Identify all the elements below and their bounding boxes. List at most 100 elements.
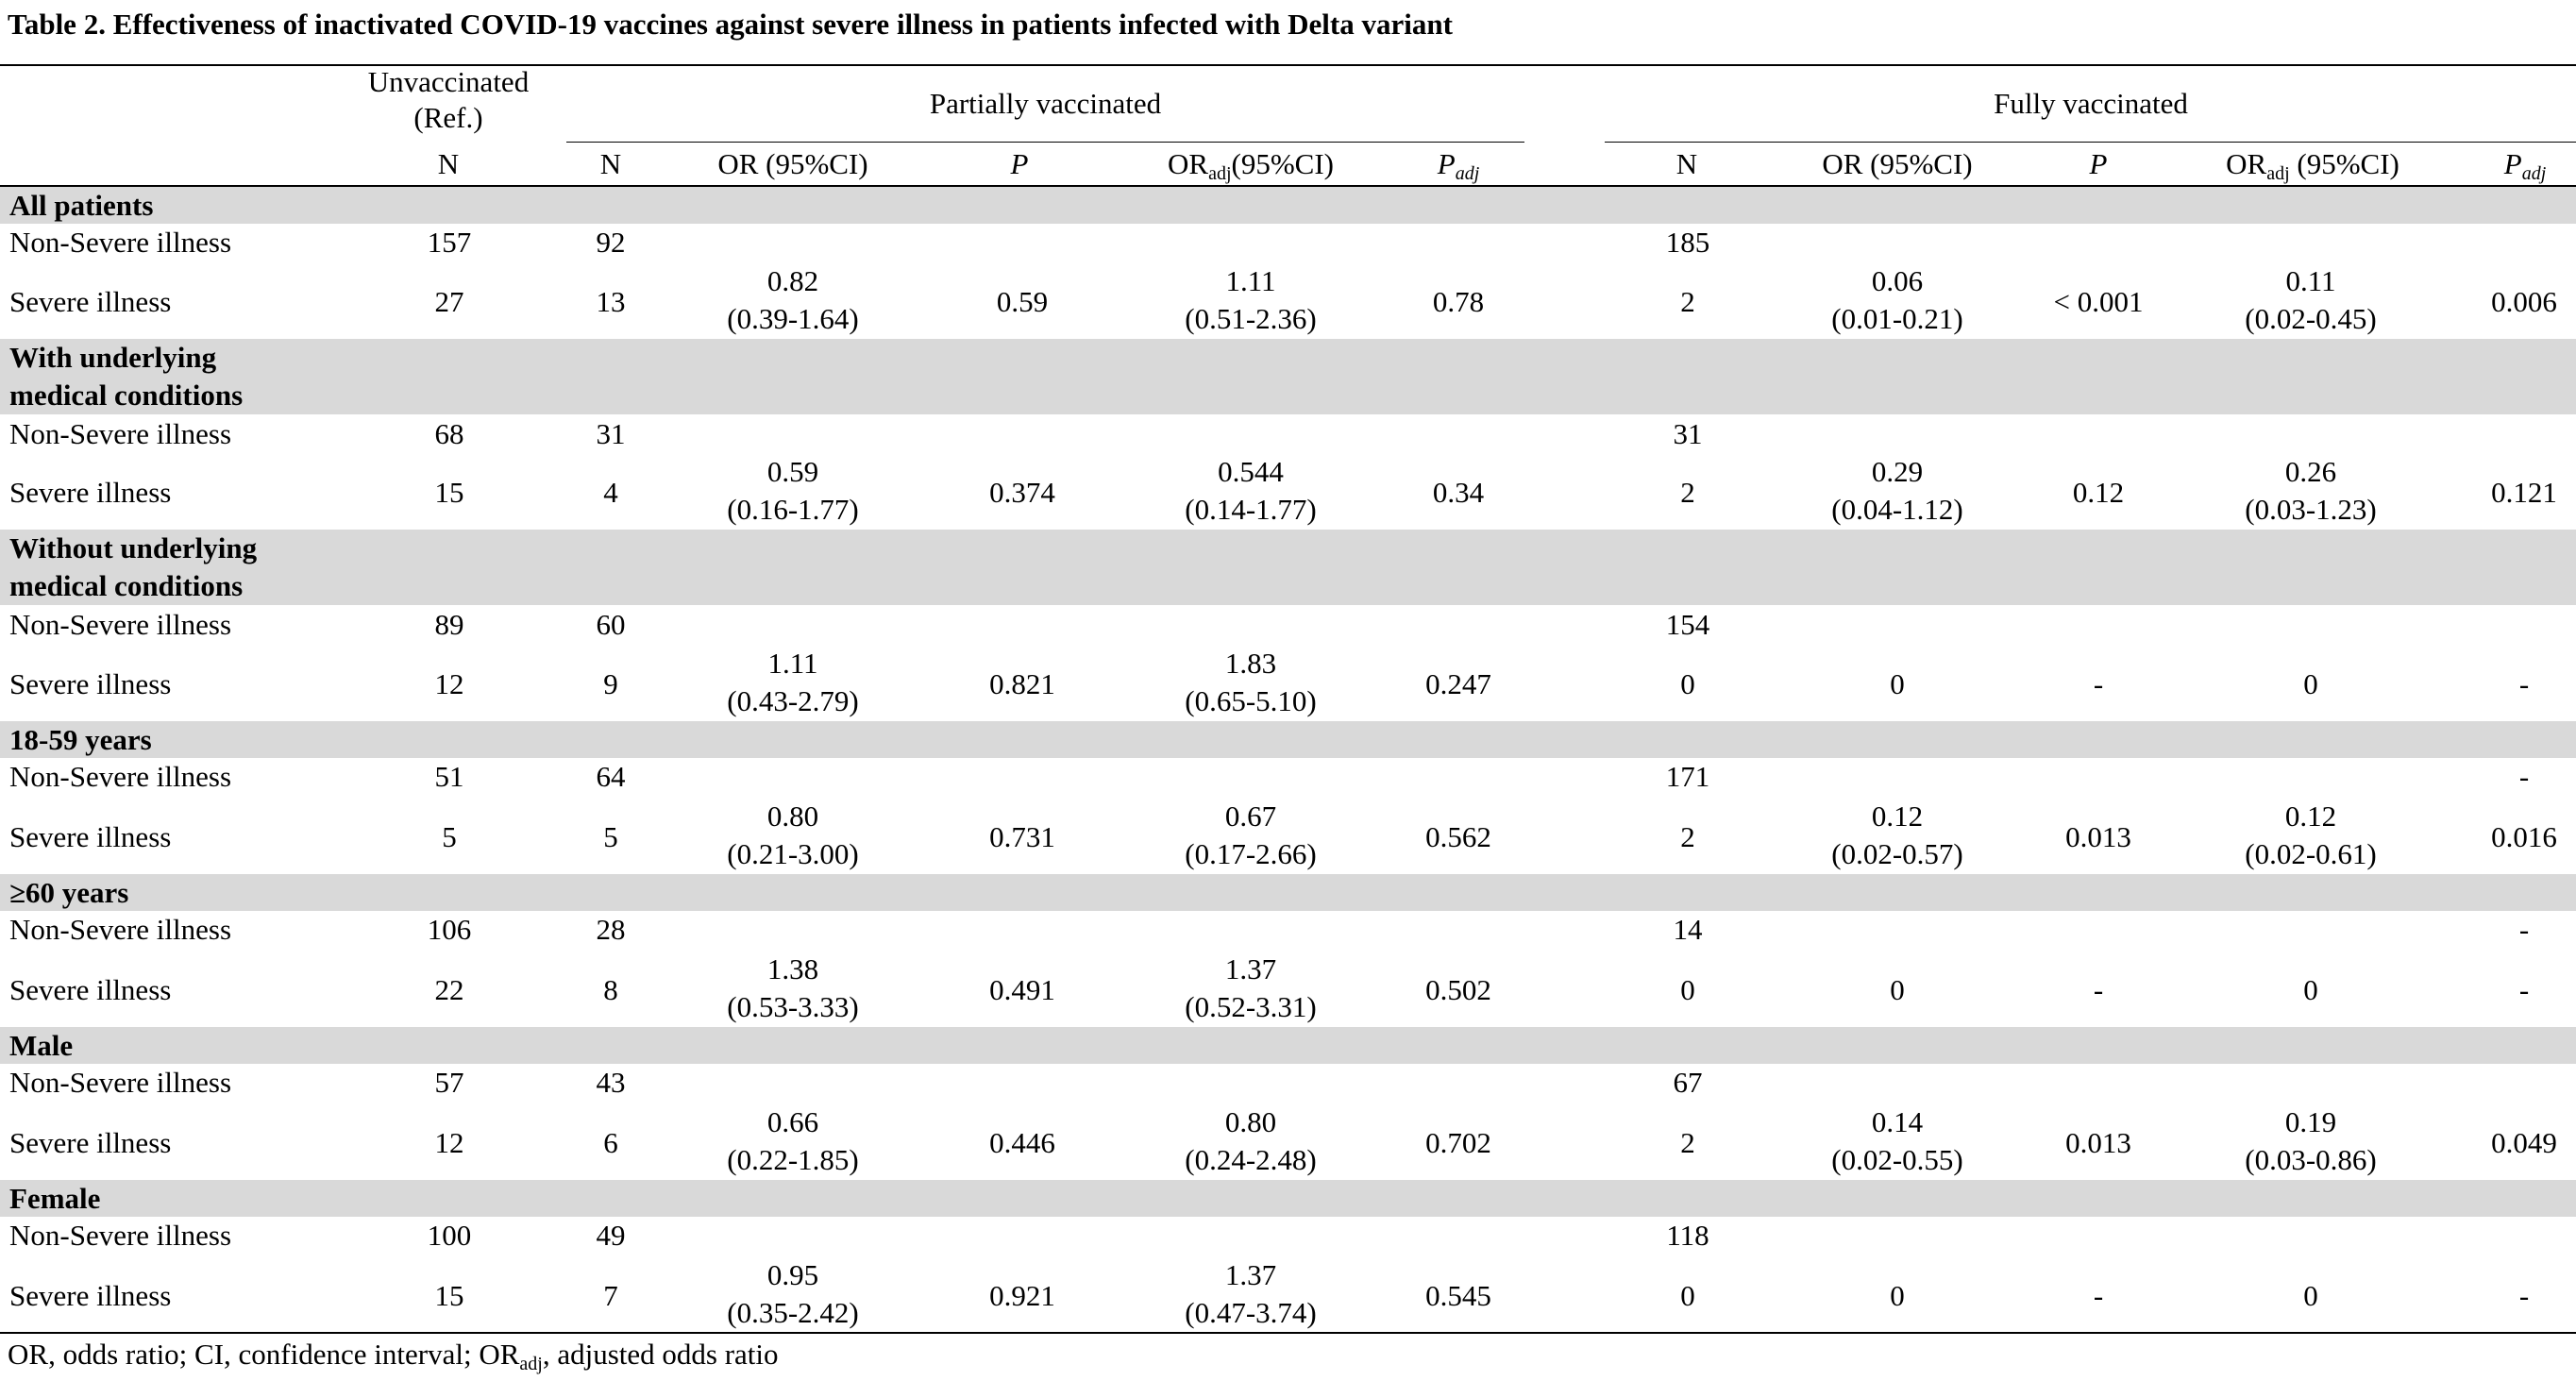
partial-or-cell: 0.66 (0.22-1.85) xyxy=(727,1105,859,1176)
header-full-or: OR (95%CI) xyxy=(1822,147,1973,180)
partial-n-cell: 9 xyxy=(603,667,618,700)
unvaccinated-n-cell: 57 xyxy=(434,1066,464,1099)
full-padj-cell: - xyxy=(2518,913,2530,946)
full-n-cell: 2 xyxy=(1680,476,1695,509)
partial-p-cell: 0.821 xyxy=(989,667,1055,700)
row-label: Non-Severe illness xyxy=(9,1066,232,1099)
partial-subrule xyxy=(566,142,1524,143)
header-full-p: P xyxy=(2089,147,2108,180)
table-footnote: OR, odds ratio; CI, confidence interval;… xyxy=(8,1338,779,1374)
group-band xyxy=(0,721,2576,758)
unvaccinated-n-cell: 12 xyxy=(434,1126,464,1159)
partial-n-cell: 6 xyxy=(603,1126,618,1159)
top-rule xyxy=(0,64,2576,66)
partial-n-cell: 43 xyxy=(596,1066,626,1099)
full-n-cell: 118 xyxy=(1666,1219,1709,1252)
unvaccinated-n-cell: 106 xyxy=(427,913,472,946)
row-label: Severe illness xyxy=(9,973,172,1006)
unvaccinated-n-cell: 51 xyxy=(434,760,464,793)
group-band xyxy=(0,187,2576,224)
partial-padj-cell: 0.562 xyxy=(1425,820,1491,853)
header-partial-n: N xyxy=(599,147,622,180)
partial-padj-cell: 0.702 xyxy=(1425,1126,1491,1159)
partial-p-cell: 0.446 xyxy=(989,1126,1055,1159)
partial-n-cell: 5 xyxy=(603,820,618,853)
partial-or-cell: 1.11 (0.43-2.79) xyxy=(727,647,859,717)
full-p-cell: 0.013 xyxy=(2065,1126,2131,1159)
partial-p-cell: 0.491 xyxy=(989,973,1055,1006)
bottom-rule xyxy=(0,1332,2576,1334)
partial-p-cell: 0.59 xyxy=(996,285,1049,318)
header-full-oradj: ORadj (95%CI) xyxy=(2226,147,2399,184)
row-label: Non-Severe illness xyxy=(9,760,232,793)
group-band xyxy=(0,530,2576,605)
full-p-cell: 0.12 xyxy=(2072,476,2125,509)
partial-oradj-cell: 0.544 (0.14-1.77) xyxy=(1185,455,1317,526)
full-oradj-cell: 0.19 (0.03-0.86) xyxy=(2245,1105,2377,1176)
row-label: Non-Severe illness xyxy=(9,608,232,641)
full-n-cell: 0 xyxy=(1680,973,1695,1006)
partial-n-cell: 92 xyxy=(596,226,626,259)
full-padj-cell: - xyxy=(2518,667,2530,700)
header-unvac-n: N xyxy=(437,147,460,180)
full-subrule xyxy=(1605,142,2576,143)
row-label: Severe illness xyxy=(9,476,172,509)
unvaccinated-n-cell: 27 xyxy=(434,285,464,318)
partial-padj-cell: 0.502 xyxy=(1425,973,1491,1006)
unvaccinated-n-cell: 15 xyxy=(434,476,464,509)
group-label: 18-59 years xyxy=(9,723,152,756)
group-label: ≥60 years xyxy=(9,876,129,909)
partial-or-cell: 0.80 (0.21-3.00) xyxy=(727,800,859,870)
full-p-cell: - xyxy=(2093,1279,2104,1312)
row-label: Non-Severe illness xyxy=(9,913,232,946)
partial-p-cell: 0.921 xyxy=(989,1279,1055,1312)
full-or-cell: 0.12 (0.02-0.57) xyxy=(1831,800,1963,870)
group-label: Without underlying medical conditions xyxy=(9,531,258,602)
row-label: Severe illness xyxy=(9,667,172,700)
unvaccinated-n-cell: 15 xyxy=(434,1279,464,1312)
group-band xyxy=(0,1027,2576,1064)
partial-or-cell: 0.95 (0.35-2.42) xyxy=(727,1258,859,1329)
full-or-cell: 0 xyxy=(1890,667,1905,700)
full-padj-cell: 0.016 xyxy=(2491,820,2557,853)
full-or-cell: 0 xyxy=(1890,973,1905,1006)
full-oradj-cell: 0 xyxy=(2303,1279,2318,1312)
table-title: Table 2. Effectiveness of inactivated CO… xyxy=(8,8,1453,41)
full-oradj-cell: 0.26 (0.03-1.23) xyxy=(2245,455,2377,526)
full-n-cell: 31 xyxy=(1673,417,1703,450)
partial-or-cell: 0.59 (0.16-1.77) xyxy=(727,455,859,526)
full-n-cell: 2 xyxy=(1680,1126,1695,1159)
full-padj-cell: 0.049 xyxy=(2491,1126,2557,1159)
full-n-cell: 2 xyxy=(1680,285,1695,318)
full-p-cell: - xyxy=(2093,973,2104,1006)
partial-p-cell: 0.374 xyxy=(989,476,1055,509)
unvaccinated-n-cell: 157 xyxy=(427,226,472,259)
full-n-cell: 171 xyxy=(1665,760,1710,793)
partial-n-cell: 7 xyxy=(603,1279,618,1312)
full-padj-cell: 0.006 xyxy=(2491,285,2557,318)
partial-or-cell: 0.82 (0.39-1.64) xyxy=(727,264,859,335)
partial-n-cell: 31 xyxy=(596,417,626,450)
header-partial-p: P xyxy=(1010,147,1029,180)
unvaccinated-n-cell: 22 xyxy=(434,973,464,1006)
partial-p-cell: 0.731 xyxy=(989,820,1055,853)
unvaccinated-n-cell: 68 xyxy=(434,417,464,450)
full-or-cell: 0.14 (0.02-0.55) xyxy=(1831,1105,1963,1176)
row-label: Non-Severe illness xyxy=(9,226,232,259)
full-padj-cell: - xyxy=(2518,973,2530,1006)
header-partial-oradj: ORadj(95%CI) xyxy=(1168,147,1334,184)
full-oradj-cell: 0.11 (0.02-0.45) xyxy=(2245,264,2377,335)
full-oradj-cell: 0 xyxy=(2303,973,2318,1006)
header-partial-or: OR (95%CI) xyxy=(717,147,868,180)
partial-padj-cell: 0.545 xyxy=(1425,1279,1491,1312)
full-n-cell: 2 xyxy=(1680,820,1695,853)
group-label: With underlying medical conditions xyxy=(9,341,244,412)
full-or-cell: 0 xyxy=(1890,1279,1905,1312)
full-padj-cell: - xyxy=(2518,1279,2530,1312)
header-full-padj: Padj xyxy=(2503,147,2547,184)
partial-padj-cell: 0.247 xyxy=(1425,667,1491,700)
unvaccinated-n-cell: 12 xyxy=(434,667,464,700)
unvaccinated-n-cell: 100 xyxy=(427,1219,472,1252)
partial-n-cell: 4 xyxy=(603,476,618,509)
